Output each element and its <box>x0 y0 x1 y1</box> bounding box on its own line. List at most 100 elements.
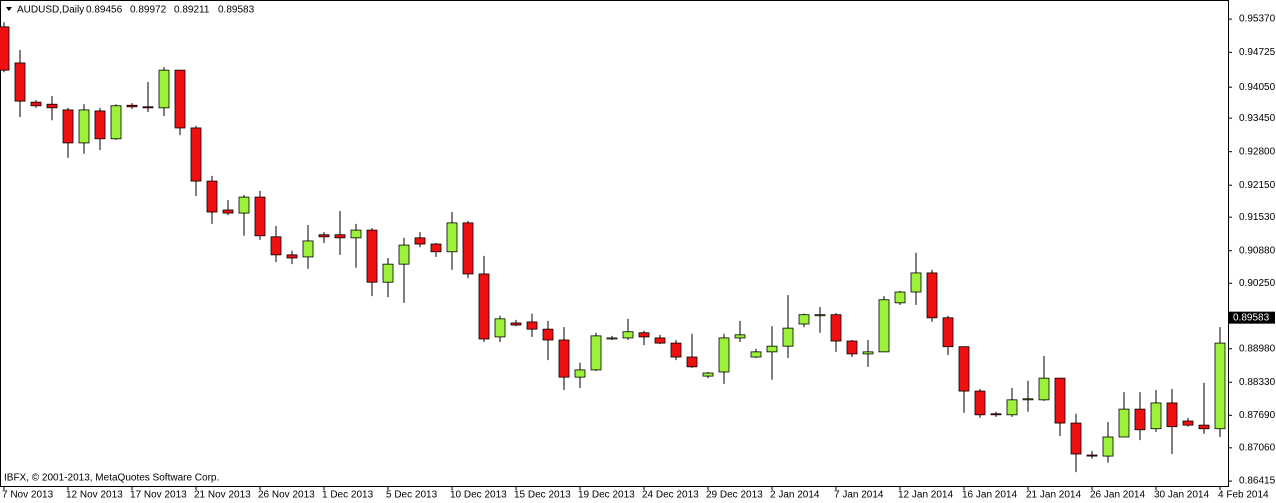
x-tick-label: 24 Dec 2013 <box>642 490 699 501</box>
candle-body <box>302 240 314 258</box>
footer: IBFX, © 2001-2013, MetaQuotes Software C… <box>4 473 219 484</box>
x-tick-label: 19 Dec 2013 <box>578 490 635 501</box>
candle-body <box>910 272 922 293</box>
x-tick-label: 5 Dec 2013 <box>386 490 438 501</box>
header-value: 0.89456 <box>86 5 123 16</box>
x-tick-label: 26 Nov 2013 <box>258 490 315 501</box>
last-price-label: 0.89583 <box>1233 312 1270 323</box>
candle-body <box>590 335 602 371</box>
candle-body <box>414 237 426 245</box>
candle-body <box>1102 436 1114 457</box>
candle-body <box>734 334 746 339</box>
x-tick-label: 21 Jan 2014 <box>1026 490 1081 501</box>
x-tick-label: 26 Jan 2014 <box>1090 490 1145 501</box>
candle-body <box>430 243 442 253</box>
candle-body <box>1166 402 1178 428</box>
y-tick-label: 0.87060 <box>1239 442 1276 453</box>
candle-body <box>894 291 906 304</box>
x-tick-label: 10 Dec 2013 <box>450 490 507 501</box>
candle-body <box>638 332 650 338</box>
candle-body <box>270 236 282 256</box>
candle-body <box>142 106 154 109</box>
candle-body <box>1038 377 1050 401</box>
x-tick-label: 12 Jan 2014 <box>898 490 953 501</box>
candle-body <box>46 103 58 109</box>
candle-body <box>318 234 330 238</box>
x-tick-label: 15 Dec 2013 <box>514 490 571 501</box>
candle-body <box>334 234 346 239</box>
candle-body <box>926 272 938 319</box>
candle-body <box>494 318 506 338</box>
candle-body <box>78 109 90 144</box>
candle-body <box>830 314 842 342</box>
candle-body <box>446 222 458 253</box>
candle-body <box>606 337 618 340</box>
candle-body <box>670 342 682 358</box>
candle-body <box>958 346 970 392</box>
plot-frame <box>0 0 1229 487</box>
candle-body <box>398 244 410 265</box>
x-tick-label: 2 Jan 2014 <box>770 490 820 501</box>
x-tick-label: 4 Feb 2014 <box>1218 490 1269 501</box>
candle-body <box>990 413 1002 416</box>
x-tick-label: 16 Jan 2014 <box>962 490 1017 501</box>
candle-body <box>622 331 634 339</box>
y-tick-label: 0.88330 <box>1239 377 1276 388</box>
candle-body <box>1118 408 1130 438</box>
header-value: 0.89972 <box>130 5 167 16</box>
candle-body <box>1150 402 1162 430</box>
chart-title: AUDUSD,Daily <box>17 5 84 16</box>
candle-body <box>1134 408 1146 431</box>
candle-body <box>254 196 266 237</box>
candle-body <box>654 337 666 344</box>
candle-body <box>558 339 570 378</box>
x-tick-label: 30 Jan 2014 <box>1154 490 1209 501</box>
candle-body <box>542 328 554 341</box>
menu-arrow[interactable] <box>6 7 12 11</box>
x-tick-label: 12 Nov 2013 <box>66 490 123 501</box>
y-tick-label: 0.95370 <box>1239 14 1276 25</box>
candle-body <box>510 322 522 326</box>
candle-body <box>814 314 826 317</box>
y-tick-label: 0.88980 <box>1239 343 1276 354</box>
candle-body <box>702 372 714 377</box>
candle-body <box>238 196 250 214</box>
y-tick-label: 0.94050 <box>1239 82 1276 93</box>
candle-body <box>94 110 106 140</box>
candle-body <box>974 390 986 416</box>
candle-body <box>718 337 730 373</box>
candle-body <box>1086 454 1098 457</box>
candle-body <box>190 127 202 182</box>
x-tick-label: 21 Nov 2013 <box>194 490 251 501</box>
header-value: 0.89211 <box>174 5 210 16</box>
y-tick-label: 0.93450 <box>1239 113 1276 124</box>
candle-body <box>30 101 42 107</box>
candle-body <box>158 69 170 109</box>
candle-body <box>526 321 538 330</box>
candle-body <box>478 273 490 340</box>
candle-body <box>846 340 858 355</box>
y-tick-label: 0.92800 <box>1239 146 1276 157</box>
y-tick-label: 0.86415 <box>1239 476 1276 487</box>
candle-body <box>686 356 698 368</box>
candle-body <box>782 327 794 347</box>
header-value: 0.89583 <box>218 5 255 16</box>
candle-body <box>1054 377 1066 424</box>
candle-body <box>62 109 74 144</box>
candle-body <box>366 229 378 283</box>
last-price-box <box>1229 311 1275 324</box>
candle-body <box>0 26 10 71</box>
candle-body <box>222 209 234 214</box>
candle-body <box>1182 420 1194 426</box>
x-tick-label: 7 Nov 2013 <box>2 490 54 501</box>
x-tick-label: 29 Dec 2013 <box>706 490 763 501</box>
x-tick-label: 7 Jan 2014 <box>834 490 884 501</box>
candle-body <box>350 229 362 239</box>
candle-body <box>382 263 394 283</box>
candle-body <box>462 222 474 275</box>
candle-body <box>1022 398 1034 401</box>
x-tick-label: 17 Nov 2013 <box>130 490 187 501</box>
candle-body <box>1214 342 1226 430</box>
candle-body <box>574 369 586 378</box>
